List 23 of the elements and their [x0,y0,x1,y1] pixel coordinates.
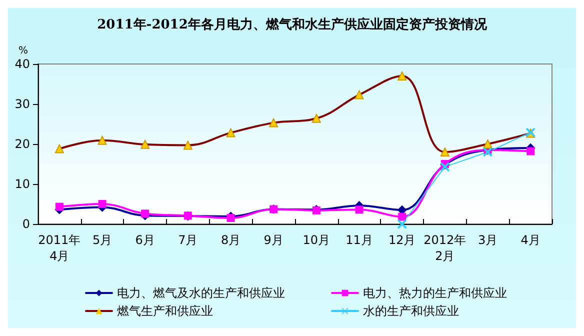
y-tick-label: 10 [14,177,30,191]
x-tick-label: 2011年 4月 [38,233,81,263]
x-tick-label: 6月 [135,233,155,247]
legend-label: 燃气生产和供应业 [117,304,213,318]
legend-label: 水的生产和供应业 [363,304,459,318]
legend-label: 电力、燃气及水的生产和供应业 [117,286,285,300]
y-axis-title: % [18,46,28,56]
x-tick-label: 5月 [92,233,112,247]
y-tick-label: 20 [14,137,30,151]
legend-label: 电力、热力的生产和供应业 [363,286,507,300]
y-tick-label: 40 [14,57,30,71]
x-tick-label: 9月 [264,233,284,247]
x-tick-label: 10月 [302,233,330,247]
x-tick-label: 4月 [520,233,540,247]
x-tick-label: 3月 [478,233,498,247]
x-tick-label: 8月 [220,233,241,247]
x-tick-label: 2012年 2月 [424,233,466,263]
y-tick-label: 30 [14,97,30,111]
y-tick-label: 0 [22,217,30,231]
x-tick-label: 12月 [388,233,416,247]
x-tick-label: 11月 [346,233,373,247]
chart-title: 2011年-2012年各月电力、燃气和水生产供应业固定资产投资情况 [97,16,488,32]
x-tick-label: 7月 [178,233,198,247]
